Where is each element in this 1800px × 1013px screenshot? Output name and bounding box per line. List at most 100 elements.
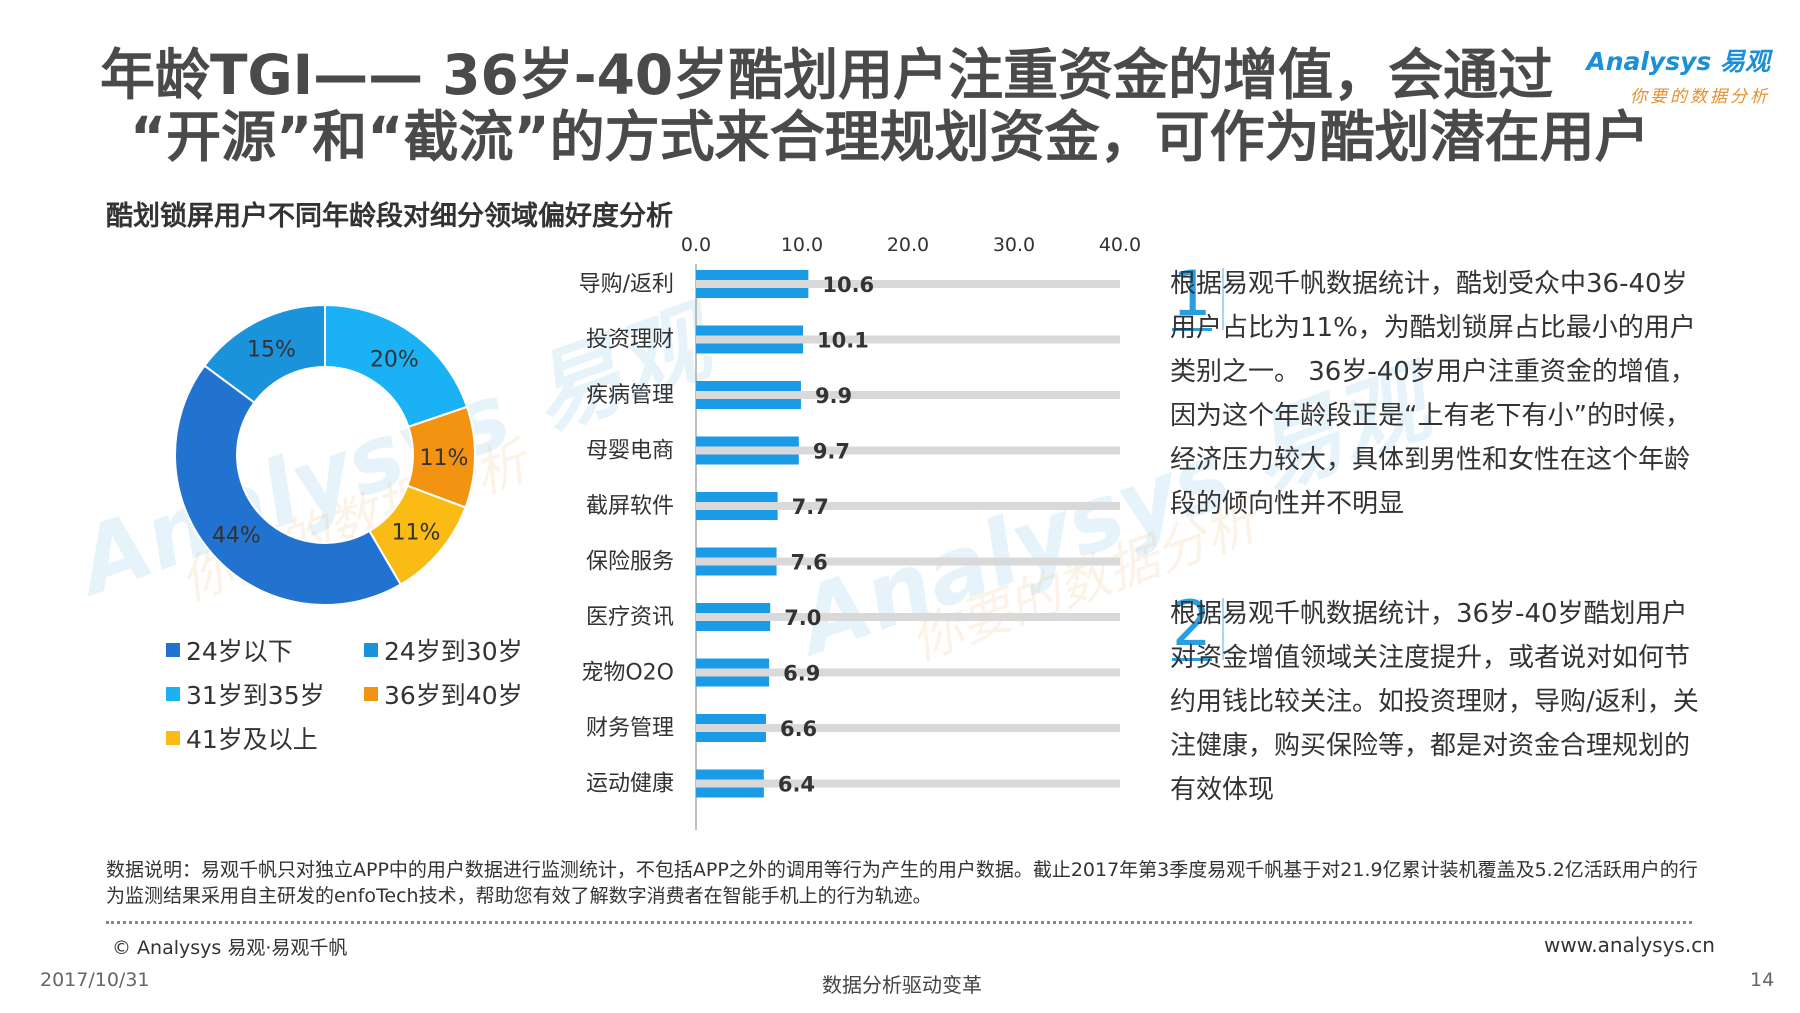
category-label: 导购/返利 — [579, 272, 674, 297]
page-number: 14 — [1750, 969, 1775, 991]
legend-label: 24岁以下 — [186, 637, 293, 666]
x-tick-label: 30.0 — [993, 234, 1035, 256]
bar — [696, 769, 764, 780]
chart-subtitle: 酷划锁屏用户不同年龄段对细分领域偏好度分析 — [106, 201, 673, 232]
legend-label: 36岁到40岁 — [384, 681, 523, 710]
bar-lower — [696, 288, 809, 298]
category-label: 投资理财 — [586, 328, 674, 353]
donut-slice-1 — [174, 364, 403, 606]
bar — [696, 492, 778, 502]
bar-lower — [696, 676, 770, 687]
bar-track — [696, 335, 1120, 344]
bar-value-label: 7.7 — [792, 495, 829, 519]
bar-value-label: 6.6 — [780, 717, 817, 741]
donut-slice-label-4: 11% — [420, 446, 469, 471]
bar — [696, 325, 804, 336]
donut-slice-label-5: 11% — [392, 521, 441, 546]
bar — [696, 547, 777, 558]
bar-lower — [696, 454, 799, 465]
category-label: 母婴电商 — [586, 439, 674, 464]
data-note: 数据说明：易观千帆只对独立APP中的用户数据进行监测统计，不包括APP之外的调用… — [106, 859, 1698, 907]
legend-swatch — [166, 731, 180, 745]
bar-value-label: 6.9 — [783, 662, 820, 686]
bar-lower — [696, 621, 771, 631]
page-title-line2: “开源”和“截流”的方式来合理规划资金，可作为酷划潜在用户 — [130, 105, 1650, 169]
x-tick-label: 20.0 — [887, 234, 929, 256]
category-label: 财务管理 — [586, 716, 674, 741]
bar-track — [696, 280, 1120, 288]
analysys-logo: Analysys 易观 你要的数据分析 — [1570, 42, 1770, 107]
point-2-text: 根据易观千帆数据统计，36岁-40岁酷划用户对资金增值领域关注度提升，或者说对如… — [1170, 599, 1699, 805]
category-label: 宠物O2O — [581, 661, 674, 686]
bar-track — [696, 668, 1120, 677]
bar — [696, 270, 809, 280]
logo-brand: Analysys 易观 — [1586, 47, 1770, 76]
legend-label: 31岁到35岁 — [186, 681, 325, 710]
point-2-number: 2 — [1172, 587, 1212, 660]
point-1-text: 根据易观千帆数据统计，酷划受众中36-40岁用户占比为11%，为酷划锁屏占比最小… — [1170, 269, 1696, 519]
bar-lower — [696, 343, 804, 354]
legend-item-2: 24岁到30岁 — [364, 632, 523, 668]
bar-track — [696, 779, 1120, 788]
bar — [696, 436, 799, 447]
bar-value-label: 10.1 — [817, 329, 869, 353]
bar — [696, 381, 801, 391]
preference-bar-chart: 0.0 10.0 20.0 30.0 40.0 导购/返利 10.6 投资理财 10.1 疾病管理… — [579, 234, 1141, 830]
x-tick-label: 40.0 — [1099, 234, 1141, 256]
bar — [696, 658, 770, 669]
category-label: 运动健康 — [586, 772, 674, 797]
point-2-underline — [1172, 658, 1212, 661]
bar-value-label: 7.6 — [791, 551, 828, 575]
donut-slice-label-2: 15% — [247, 338, 296, 363]
footer-date: 2017/10/31 — [40, 969, 150, 991]
category-label: 保险服务 — [586, 550, 674, 575]
bar-track — [696, 446, 1120, 455]
legend-swatch — [364, 643, 378, 657]
legend-item-1: 24岁以下 — [166, 632, 293, 668]
bar-value-label: 7.0 — [784, 606, 821, 630]
bar-track — [696, 502, 1120, 510]
bar-lower — [696, 732, 766, 742]
x-tick-label: 0.0 — [681, 234, 711, 256]
point-2-divider — [1222, 598, 1224, 660]
category-label: 疾病管理 — [586, 383, 674, 408]
legend-item-3: 31岁到35岁 — [166, 676, 325, 712]
donut-slice-label-1: 44% — [212, 523, 261, 548]
bar-value-label: 9.9 — [815, 384, 852, 408]
bar-lower — [696, 565, 777, 576]
legend-label: 24岁到30岁 — [384, 637, 523, 666]
logo-slogan: 你要的数据分析 — [1630, 87, 1770, 107]
bar-track — [696, 391, 1120, 399]
legend-swatch — [166, 687, 180, 701]
legend-item-5: 41岁及以上 — [166, 720, 318, 756]
bar-value-label: 10.6 — [822, 273, 874, 297]
bar-track — [696, 724, 1120, 732]
dotted-divider — [106, 921, 1692, 924]
category-label: 截屏软件 — [586, 494, 674, 519]
bar — [696, 714, 766, 724]
donut-slice-label-3: 20% — [370, 347, 419, 372]
category-label: 医疗资讯 — [586, 605, 674, 630]
legend-label: 41岁及以上 — [186, 725, 318, 754]
page-title: 年龄TGI—— 36岁-40岁酷划用户注重资金的增值，会通过 “开源”和“截流”… — [100, 44, 1650, 168]
bar — [696, 603, 771, 613]
footer-slogan: 数据分析驱动变革 — [822, 973, 982, 997]
website-link[interactable]: www.analysys.cn — [1544, 933, 1715, 957]
legend-swatch — [166, 643, 180, 657]
bar-value-label: 9.7 — [813, 440, 850, 464]
bar-track — [696, 613, 1120, 621]
legend-swatch — [364, 687, 378, 701]
point-1-number: 1 — [1172, 257, 1212, 330]
page-title-line1: 年龄TGI—— 36岁-40岁酷划用户注重资金的增值，会通过 — [100, 43, 1554, 107]
bar-track — [696, 557, 1120, 566]
copyright: © Analysys 易观·易观千帆 — [112, 937, 348, 959]
bar-lower — [696, 510, 778, 520]
bar-value-label: 6.4 — [778, 773, 815, 797]
bar-lower — [696, 787, 764, 798]
point-1-divider — [1222, 268, 1224, 330]
bar-lower — [696, 399, 801, 409]
x-tick-label: 10.0 — [781, 234, 823, 256]
age-donut-chart: 15% 20% 11% 11% 44% — [174, 303, 476, 606]
point-1-underline — [1172, 328, 1212, 331]
legend-item-4: 36岁到40岁 — [364, 676, 523, 712]
